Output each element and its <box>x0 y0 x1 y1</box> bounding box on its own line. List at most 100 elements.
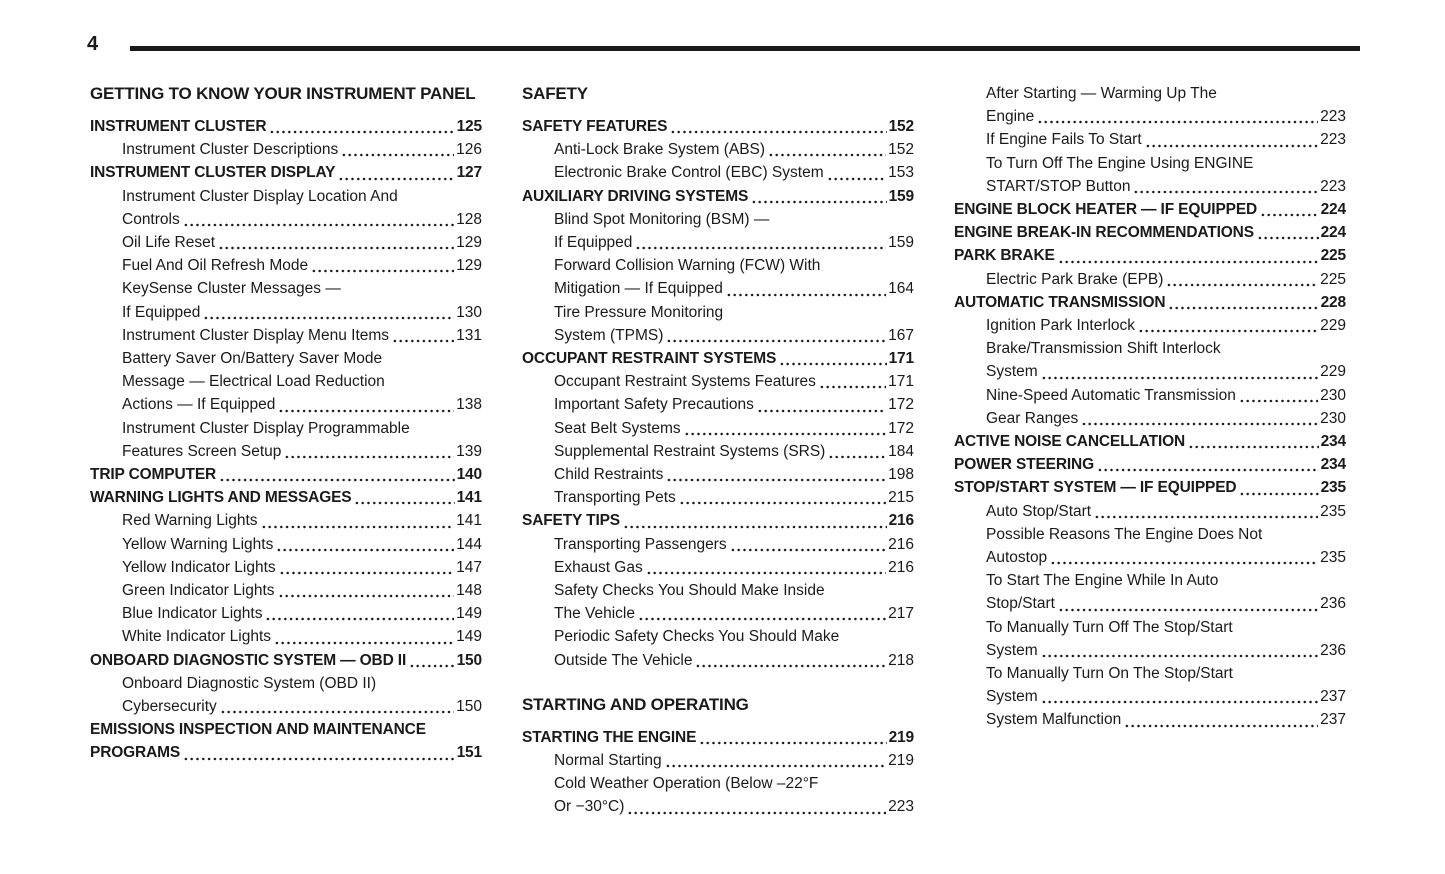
toc-entry: After Starting — Warming Up The Engine 223 <box>954 82 1346 128</box>
toc-entry-label: Controls <box>122 210 180 228</box>
toc-page-number: 171 <box>888 350 915 368</box>
toc-entry-line: Yellow Indicator Lights 147 <box>90 556 482 579</box>
toc-entry-label: Blue Indicator Lights <box>122 605 263 623</box>
toc-entry: SAFETY FEATURES 152 <box>522 115 914 138</box>
toc-entry-line: Outside The Vehicle 218 <box>522 649 914 672</box>
toc-entry-label: Yellow Warning Lights <box>122 535 274 553</box>
toc-entry-label: Mitigation — If Equipped <box>554 280 723 298</box>
toc-entry-line: Autostop 235 <box>954 546 1346 569</box>
dot-leader <box>768 153 887 158</box>
toc-entry: Important Safety Precautions 172 <box>522 393 914 416</box>
toc-page-number: 216 <box>888 558 914 576</box>
toc-entry-line: System 229 <box>954 360 1346 383</box>
toc-page-number: 223 <box>1320 131 1346 149</box>
dot-leader <box>338 176 455 181</box>
toc-entry-line: Cybersecurity 150 <box>90 695 482 718</box>
toc-entry-line: ENGINE BLOCK HEATER — IF EQUIPPED 224 <box>954 198 1346 221</box>
section-heading: STARTING AND OPERATING <box>522 694 749 714</box>
toc-entry: Instrument Cluster Display Programmable F… <box>90 417 482 463</box>
toc-entry-label: Features Screen Setup <box>122 442 282 460</box>
toc-entry: Green Indicator Lights 148 <box>90 579 482 602</box>
toc-entry-line: Instrument Cluster Display Location And <box>90 185 482 208</box>
toc-page-number: 141 <box>456 489 483 507</box>
dot-leader <box>1260 213 1319 218</box>
dot-leader <box>725 292 887 297</box>
toc-entry-line: System 237 <box>954 685 1346 708</box>
toc-entry-label: Instrument Cluster Descriptions <box>122 141 339 159</box>
toc-page-number: 225 <box>1320 270 1346 288</box>
toc-entry-line: OCCUPANT RESTRAINT SYSTEMS 171 <box>522 347 914 370</box>
toc-entry-line: Engine 223 <box>954 105 1346 128</box>
toc-column-2: SAFETY SAFETY FEATURES 152 Anti-Lock Brake … <box>522 82 914 819</box>
dot-leader <box>277 594 455 599</box>
dot-leader <box>203 315 455 320</box>
toc-entry-label: AUXILIARY DRIVING SYSTEMS <box>522 187 749 205</box>
dot-leader <box>1144 143 1319 148</box>
toc-entry-label: Safety Checks You Should Make Inside <box>554 582 825 600</box>
toc-entry-line: PARK BRAKE 225 <box>954 244 1346 267</box>
toc-block: GETTING TO KNOW YOUR INSTRUMENT PANEL INS… <box>90 82 482 765</box>
toc-entry-line: Onboard Diagnostic System (OBD II) <box>90 672 482 695</box>
toc-page-number: 138 <box>456 396 482 414</box>
toc-entry-label: Instrument Cluster Display Menu Items <box>122 326 390 344</box>
toc-entry-line: Instrument Cluster Descriptions 126 <box>90 138 482 161</box>
dot-leader <box>341 153 455 158</box>
toc-page-number: 141 <box>456 512 482 530</box>
toc-page-number: 125 <box>456 118 483 135</box>
toc-entry-label: SAFETY TIPS <box>522 512 620 530</box>
dot-leader <box>1040 654 1319 659</box>
toc-entry-line: SAFETY TIPS 216 <box>522 509 914 532</box>
toc-entry-line: Instrument Cluster Display Programmable <box>90 417 482 440</box>
toc-page-number: 152 <box>888 141 914 159</box>
toc-entry: OCCUPANT RESTRAINT SYSTEMS 171 <box>522 347 914 370</box>
dot-leader <box>683 431 887 436</box>
toc-entry-line: ONBOARD DIAGNOSTIC SYSTEM — OBD II 150 <box>90 649 482 672</box>
toc-page-number: 224 <box>1320 201 1347 219</box>
toc-page-number: 159 <box>888 234 914 252</box>
dot-leader <box>1040 375 1319 380</box>
toc-page-number: 144 <box>456 535 482 553</box>
toc-entry-line: System (TPMS) 167 <box>522 324 914 347</box>
section-heading: SAFETY <box>522 84 588 103</box>
toc-entry-line: AUTOMATIC TRANSMISSION 228 <box>954 291 1346 314</box>
toc-entry-label: Electronic Brake Control (EBC) System <box>554 164 824 182</box>
toc-entry-label: INSTRUMENT CLUSTER DISPLAY <box>90 164 336 182</box>
toc-entry: Exhaust Gas 216 <box>522 556 914 579</box>
dot-leader <box>1239 491 1319 496</box>
dot-leader <box>699 741 887 746</box>
dot-leader <box>666 478 887 483</box>
toc-entry-label: Red Warning Lights <box>122 512 258 530</box>
toc-entry-line: To Start The Engine While In Auto <box>954 569 1346 592</box>
toc-entry: Forward Collision Warning (FCW) With Miti… <box>522 254 914 300</box>
toc-entry: Yellow Warning Lights 144 <box>90 533 482 556</box>
toc-page-number: 172 <box>888 396 914 414</box>
toc-page-number: 223 <box>888 798 914 816</box>
toc-entry: Blue Indicator Lights 149 <box>90 602 482 625</box>
toc-entry: Ignition Park Interlock 229 <box>954 314 1346 337</box>
toc-page-number: 172 <box>888 419 914 437</box>
toc-page-number: 234 <box>1320 433 1347 451</box>
toc-entry-line: WARNING LIGHTS AND MESSAGES 141 <box>90 486 482 509</box>
dot-leader <box>1238 398 1319 403</box>
toc-entry: Normal Starting 219 <box>522 749 914 772</box>
toc-entry-label: Green Indicator Lights <box>122 582 275 600</box>
dot-leader <box>409 663 455 668</box>
toc-entry-label: PARK BRAKE <box>954 247 1055 265</box>
dot-leader <box>219 478 455 483</box>
dot-leader <box>638 617 887 622</box>
toc-entry-line: Blue Indicator Lights 149 <box>90 602 482 625</box>
toc-entry: Red Warning Lights 141 <box>90 509 482 532</box>
toc-entry-label: System <box>986 363 1038 381</box>
toc-entry-line: Periodic Safety Checks You Should Make <box>522 625 914 648</box>
toc-entry: Onboard Diagnostic System (OBD II) Cybers… <box>90 672 482 718</box>
dot-leader <box>278 408 455 413</box>
toc-entry-label: Engine <box>986 108 1035 126</box>
toc-entry-line: Actions — If Equipped 138 <box>90 393 482 416</box>
header-rule <box>130 46 1360 51</box>
toc-entry-line: Important Safety Precautions 172 <box>522 393 914 416</box>
dot-leader <box>1168 306 1319 311</box>
toc-entry-label: To Turn Off The Engine Using ENGINE <box>986 154 1254 172</box>
toc-entry-label: Brake/Transmission Shift Interlock <box>986 340 1221 358</box>
toc-entry-label: Occupant Restraint Systems Features <box>554 373 816 391</box>
toc-entry: Possible Reasons The Engine Does Not Auto… <box>954 523 1346 569</box>
